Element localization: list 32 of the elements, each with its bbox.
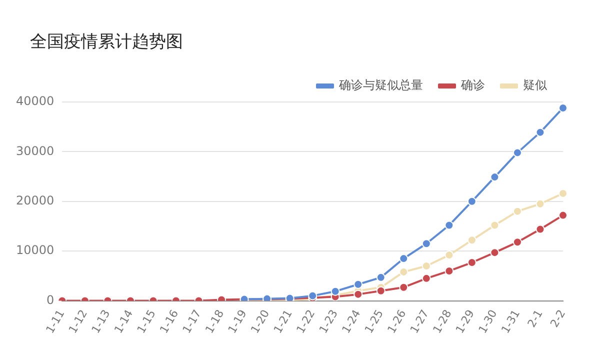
y-tick-label: 30000 — [16, 144, 54, 158]
point — [512, 206, 522, 216]
point — [536, 199, 545, 208]
point — [512, 148, 522, 158]
point — [354, 280, 363, 289]
point — [399, 282, 408, 292]
legend-label: 确诊 — [460, 78, 485, 92]
point — [467, 236, 476, 245]
point — [422, 274, 431, 283]
point — [422, 239, 431, 248]
legend-label: 确诊与疑似总量 — [338, 78, 423, 92]
point — [490, 248, 500, 258]
y-tick-label: 20000 — [16, 194, 54, 208]
point — [536, 224, 545, 234]
point — [444, 220, 454, 230]
point — [376, 272, 386, 282]
y-tick-label: 40000 — [16, 94, 54, 108]
point — [376, 286, 386, 296]
point — [467, 196, 476, 206]
point — [536, 128, 545, 137]
x-tick-label: 2-2 — [548, 308, 568, 330]
y-tick-label: 10000 — [16, 243, 54, 258]
point — [490, 220, 500, 230]
y-tick-label: 0 — [46, 292, 54, 307]
point — [490, 172, 500, 182]
point — [330, 286, 340, 296]
point — [512, 238, 522, 247]
chart-title: 全国疫情累计趋势图 — [29, 31, 184, 54]
x-tick-label: 2-1 — [525, 308, 546, 330]
point — [354, 290, 363, 299]
point — [558, 210, 568, 220]
legend-label: 疑似 — [523, 78, 547, 92]
